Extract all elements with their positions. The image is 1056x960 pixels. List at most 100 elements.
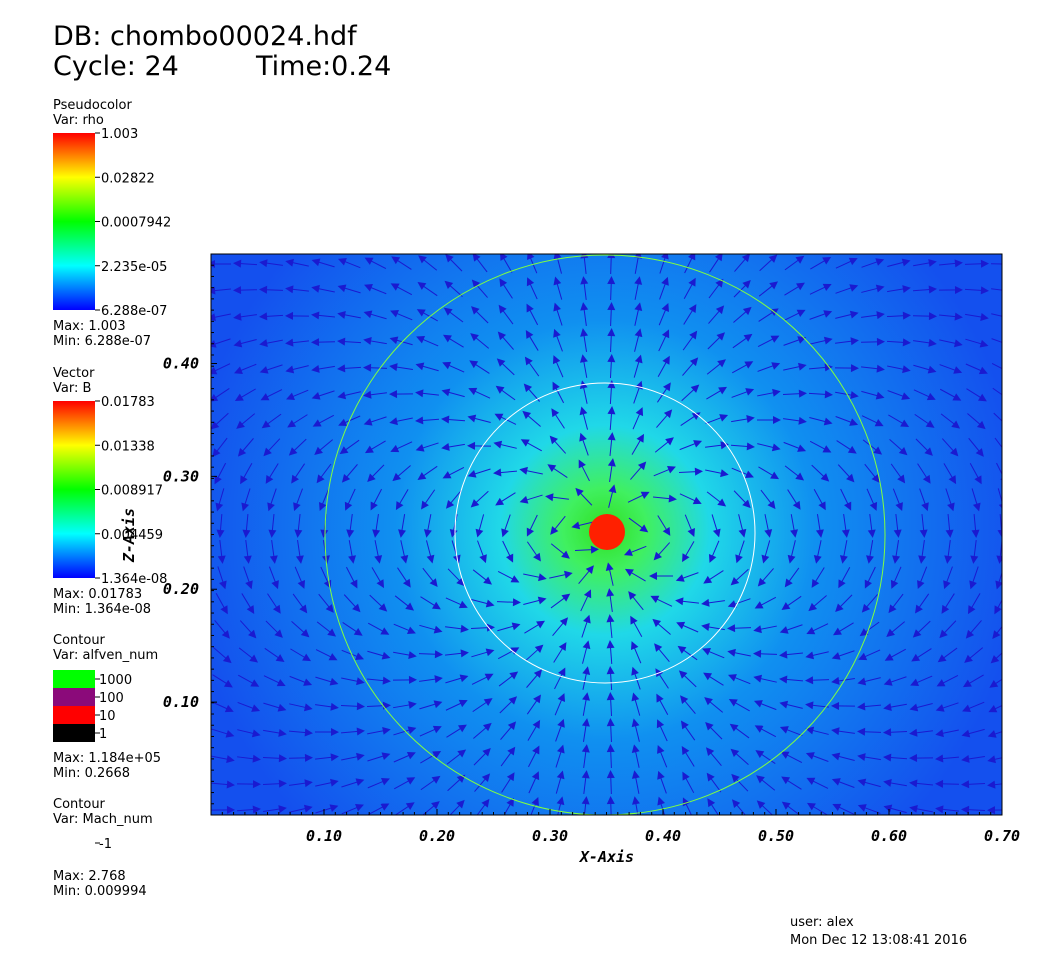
arrow-head	[769, 281, 778, 290]
arrow-head	[389, 417, 398, 426]
legend-min: Min: 0.009994	[53, 884, 147, 899]
arrow-head	[406, 777, 416, 785]
arrow-head	[507, 746, 516, 756]
x-tick-label: 0.30	[532, 827, 568, 845]
arrow-head	[884, 653, 894, 661]
arrow-head	[792, 500, 801, 510]
arrow-head	[585, 565, 594, 574]
arrow	[996, 462, 1002, 476]
arrow-head	[746, 415, 755, 423]
x-tick-label: 0.70	[984, 827, 1020, 845]
arrow-head	[251, 704, 261, 712]
arrow-head	[457, 724, 467, 733]
arrow-head	[224, 704, 234, 713]
arrow-head	[494, 413, 504, 421]
arrow-head	[363, 363, 372, 372]
arrow-head	[661, 303, 669, 312]
arrow-head	[873, 446, 883, 455]
arrow-head	[606, 796, 615, 805]
arrow-head	[316, 474, 325, 484]
arrow-head	[813, 555, 822, 564]
arrow-head	[945, 529, 954, 538]
arrow-head	[656, 719, 665, 729]
arrow-head	[392, 472, 402, 482]
arrow-head	[866, 555, 874, 564]
arrow-head	[623, 548, 633, 556]
arrow-head	[269, 555, 278, 564]
arrow-head	[486, 623, 495, 632]
arrow-head	[557, 693, 566, 703]
y-tick-label: 0.10	[163, 693, 199, 711]
arrow-head	[964, 654, 973, 663]
arrow-head	[1003, 421, 1012, 429]
arrow-head	[997, 529, 1002, 538]
arrow-head	[876, 364, 885, 373]
time: Time:0.24	[255, 51, 391, 82]
arrow-head	[637, 461, 647, 471]
arrow-head	[630, 615, 638, 625]
arrow-head	[680, 695, 689, 704]
arrow-head	[847, 445, 857, 454]
arrow-head	[919, 529, 928, 538]
arrow-head	[249, 654, 259, 663]
arrow-head	[719, 414, 729, 422]
arrow-head	[472, 254, 481, 262]
arrow-head	[243, 555, 252, 564]
arrow-head	[928, 285, 937, 294]
arrow-head	[761, 554, 770, 564]
arrow-head	[767, 500, 776, 510]
arrow-head	[471, 306, 480, 315]
arrow-head	[443, 307, 453, 316]
arrow-head	[831, 778, 841, 786]
arrow-head	[267, 502, 275, 512]
arrow-head	[252, 805, 261, 814]
arrow-head	[485, 599, 495, 608]
arrow-head	[650, 595, 660, 604]
arrow-head	[805, 676, 814, 685]
arrow-head	[961, 754, 970, 763]
arrow-head	[798, 416, 807, 425]
arrow-head	[341, 473, 351, 483]
arrow-head	[738, 528, 747, 538]
arrow-head	[994, 605, 1002, 615]
arrow-head	[606, 770, 615, 779]
arrow-head	[432, 725, 442, 734]
arrow-head	[408, 675, 417, 684]
arrow-head	[987, 780, 996, 789]
arrow-head	[219, 580, 227, 590]
arrow-head	[467, 470, 477, 478]
arrow-head	[337, 258, 347, 266]
arrow-head	[859, 628, 869, 637]
arrow-head	[532, 719, 541, 729]
arrow-head	[408, 701, 417, 709]
arrow-head	[415, 444, 425, 452]
arrow-head	[806, 777, 816, 785]
arrow-head	[701, 598, 710, 607]
arrow-head	[482, 748, 491, 757]
arrow-head	[944, 555, 953, 564]
arrow-head	[909, 804, 918, 813]
arrow-head	[558, 667, 566, 677]
arrow-head	[276, 678, 286, 687]
arrow-head	[303, 678, 313, 686]
arrow-head	[824, 390, 833, 399]
arrow-head	[441, 388, 451, 397]
arrow-head	[757, 577, 767, 587]
arrow-head	[512, 598, 521, 607]
arrow-head	[481, 773, 491, 783]
arrow-head	[715, 278, 724, 288]
arrow-head	[303, 804, 313, 813]
arrow-head	[624, 568, 634, 577]
arrow-head	[680, 720, 689, 730]
arrow-head	[805, 752, 815, 760]
arrow-head	[389, 390, 398, 399]
level-swatch	[53, 688, 95, 706]
arrow-head	[689, 330, 698, 340]
colorbar-label: 0.01338	[101, 439, 155, 454]
arrow-head	[493, 440, 503, 449]
arrow-head	[526, 277, 535, 287]
arrow-head	[355, 804, 364, 812]
cycle: Cycle: 24	[53, 51, 179, 82]
arrow-head	[578, 459, 586, 469]
